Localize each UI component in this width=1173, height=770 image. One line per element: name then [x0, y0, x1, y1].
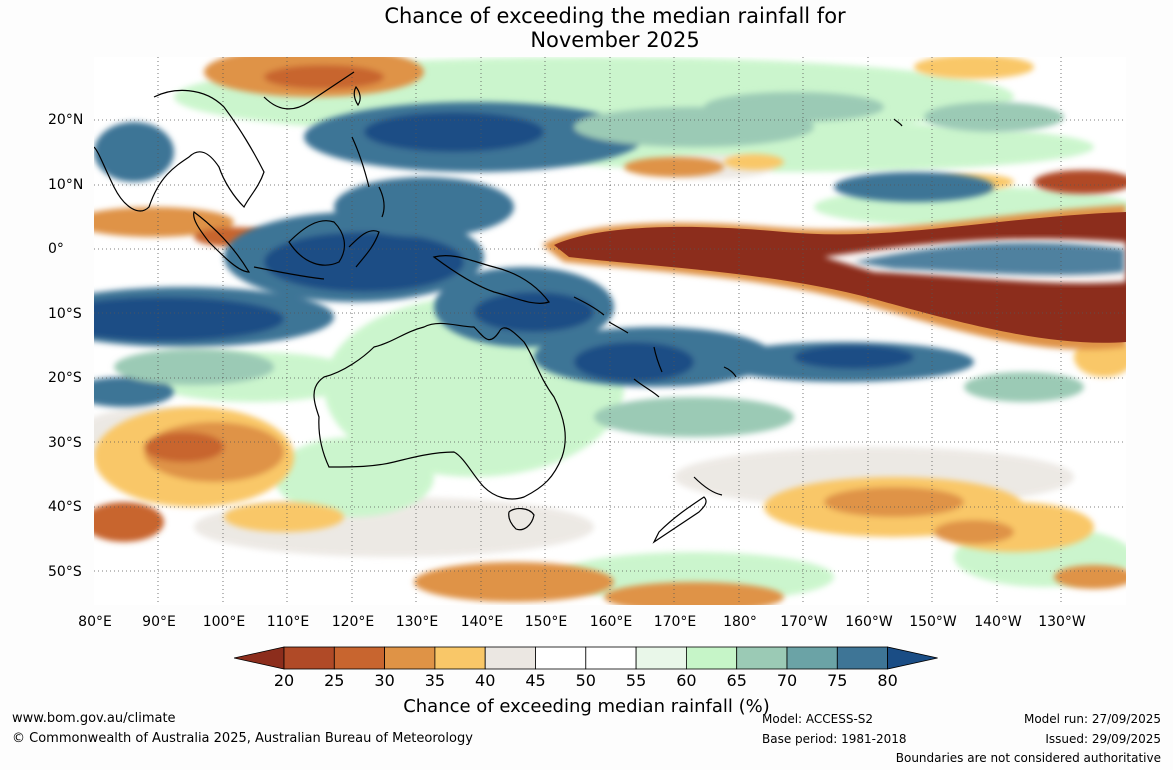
lon-label-150e: 150°E [524, 614, 568, 630]
lat-label-30s: 30°S [48, 435, 82, 451]
lon-label-90e: 90°E [142, 614, 176, 630]
lon-label-140e: 140°E [460, 614, 504, 630]
sulawesi-outline [348, 230, 380, 268]
colorbar-segment [836, 646, 888, 670]
lat-label-10n: 10°N [48, 177, 84, 193]
colorbar-tick-label: 45 [525, 671, 546, 690]
colorbar-title: Chance of exceeding median rainfall (%) [403, 696, 770, 717]
colorbar-under-arrow [234, 646, 285, 670]
colorbar-tick-label: 50 [575, 671, 596, 690]
colorbar-segment [635, 646, 687, 670]
colorbar-segment [434, 646, 486, 670]
lon-label-160e: 160°E [589, 614, 633, 630]
sumatra-outline [193, 210, 251, 273]
china-coast-outline [263, 71, 355, 110]
wet-regions [94, 92, 1084, 437]
colorbar-tick-label: 25 [324, 671, 345, 690]
colorbar-segment [535, 646, 587, 670]
colorbar-tick-label: 80 [877, 671, 898, 690]
map-title: Chance of exceeding the median rainfall … [0, 4, 1173, 52]
fiji-outline [723, 366, 737, 378]
lon-label-180: 180° [723, 614, 757, 630]
new-guinea-outline [432, 255, 550, 304]
lon-label-160w: 160°W [845, 614, 893, 630]
lat-label-50s: 50°S [48, 564, 82, 580]
colorbar-segment [384, 646, 436, 670]
vanuatu-outline [653, 346, 663, 373]
lon-label-100e: 100°E [202, 614, 246, 630]
model-name: Model: ACCESS-S2 [762, 712, 874, 726]
issued-date: Issued: 29/09/2025 [1045, 732, 1161, 746]
colorbar-tick-label: 65 [726, 671, 747, 690]
colorbar-segment [736, 646, 788, 670]
website-link[interactable]: www.bom.gov.au/climate [12, 711, 176, 726]
colorbar-segment [786, 646, 838, 670]
colorbar-segment [333, 646, 386, 670]
colorbar-tick-label: 60 [676, 671, 697, 690]
lon-label-140w: 140°W [974, 614, 1022, 630]
title-line-1: Chance of exceeding the median rainfall … [384, 4, 846, 28]
colorbar-segment [283, 646, 335, 670]
colorbar-tick-label: 20 [273, 671, 295, 690]
colorbar-segment [585, 646, 637, 670]
australia-outline [313, 322, 566, 500]
base-period: Base period: 1981-2018 [762, 732, 907, 746]
java-outline [253, 266, 325, 280]
boundaries-disclaimer: Boundaries are not considered authoritat… [895, 751, 1161, 765]
graticule [94, 57, 1126, 605]
taiwan-outline [353, 85, 361, 107]
dry-regions [94, 57, 1126, 605]
tasmania-outline [508, 508, 535, 531]
rainfall-map [94, 57, 1126, 605]
lon-label-170w: 170°W [780, 614, 828, 630]
model-run-date: Model run: 27/09/2025 [1023, 712, 1161, 726]
colorbar [234, 646, 938, 670]
lon-label-80e: 80°E [78, 614, 112, 630]
lat-label-0: 0° [48, 241, 64, 257]
lat-label-40s: 40°S [48, 499, 82, 515]
hawaii-outline [893, 118, 903, 127]
colorbar-tick-label: 55 [625, 671, 647, 690]
lon-label-110e: 110°E [266, 614, 310, 630]
lon-label-120e: 120°E [331, 614, 375, 630]
copyright-text: © Commonwealth of Australia 2025, Austra… [12, 731, 473, 746]
title-line-2: November 2025 [530, 28, 700, 52]
colorbar-segment [484, 646, 536, 670]
dry-tongue [542, 205, 1126, 350]
colorbar-tick-label: 40 [475, 671, 496, 690]
lon-label-130w: 130°W [1038, 614, 1086, 630]
colorbar-tick-label: 75 [827, 671, 848, 690]
philippines-outline [351, 136, 385, 218]
colorbar-over-arrow [887, 646, 938, 670]
colorbar-tick-label: 35 [424, 671, 446, 690]
colorbar-segment [685, 646, 738, 670]
colorbar-tick-label: 70 [776, 671, 798, 690]
new-caledonia-outline [633, 378, 660, 398]
borneo-outline [288, 220, 346, 266]
lon-label-170e: 170°E [653, 614, 697, 630]
lat-label-20n: 20°N [48, 112, 84, 128]
lon-label-150w: 150°W [909, 614, 957, 630]
solomon-islands-outline [573, 296, 629, 334]
indochina-outline [94, 89, 265, 212]
lon-label-130e: 130°E [395, 614, 439, 630]
lat-label-10s: 10°S [48, 306, 82, 322]
coastlines [94, 71, 903, 544]
lat-label-20s: 20°S [48, 370, 82, 386]
new-zealand-outline [652, 476, 723, 544]
colorbar-tick-label: 30 [374, 671, 395, 690]
